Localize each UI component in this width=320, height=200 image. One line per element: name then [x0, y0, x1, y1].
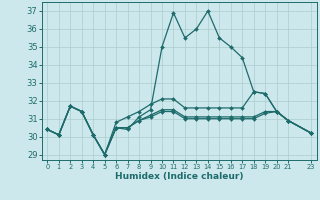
- X-axis label: Humidex (Indice chaleur): Humidex (Indice chaleur): [115, 172, 244, 181]
